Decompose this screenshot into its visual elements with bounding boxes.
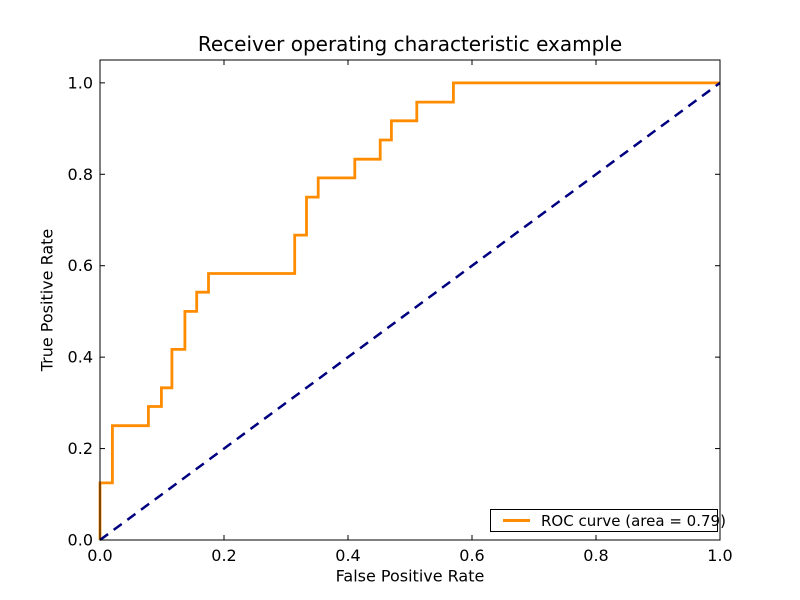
roc-curve-legend-line-sample: [503, 519, 530, 522]
y-tick-label: 0.4: [68, 348, 93, 367]
x-tick-label: 0.6: [459, 546, 484, 565]
x-tick-label: 0.2: [211, 546, 236, 565]
y-tick-label: 0.8: [68, 165, 93, 184]
chance-diagonal-line: [99, 81, 721, 542]
y-tick-label: 1.0: [68, 73, 93, 92]
x-tick-label: 0.0: [87, 546, 112, 565]
x-tick-label: 1.0: [707, 546, 732, 565]
legend: ROC curve (area = 0.79): [490, 509, 726, 532]
axis-ticks: [99, 60, 721, 541]
axes-border: [99, 59, 721, 541]
y-axis-label: True Positive Rate: [37, 228, 57, 372]
x-axis-label: False Positive Rate: [335, 566, 485, 586]
chart-title: Receiver operating characteristic exampl…: [197, 32, 623, 56]
y-tick-label: 0.0: [68, 531, 93, 550]
y-tick-label: 0.6: [68, 256, 93, 275]
roc-curve-line: [98, 81, 720, 540]
data-series: [98, 81, 721, 542]
x-tick-label: 0.8: [583, 546, 608, 565]
x-tick-label: 0.4: [335, 546, 360, 565]
axis-tick-labels: 0.0 0.2 0.4 0.6 0.8 1.0 0.0 0.2 0.4 0.6 0.8 1.0: [68, 73, 733, 565]
legend-label: ROC curve (area = 0.79): [541, 511, 726, 530]
y-tick-label: 0.2: [68, 439, 93, 458]
axes-spines: [99, 59, 721, 541]
